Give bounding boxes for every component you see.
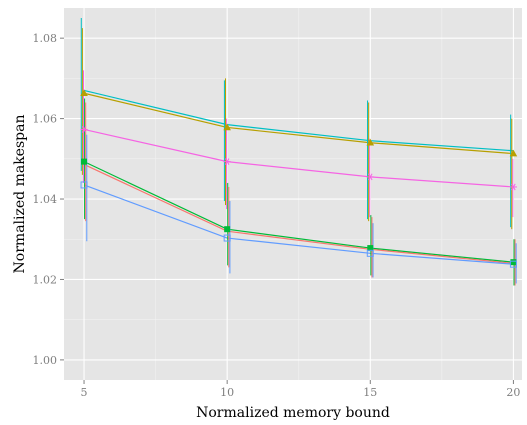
- markers: [80, 89, 518, 268]
- x-tick-label: 10: [220, 386, 234, 399]
- series-line: [83, 184, 514, 265]
- data-point: [81, 158, 88, 165]
- data-point: [366, 173, 374, 181]
- y-tick-label: 1.00: [33, 354, 58, 367]
- data-point: [510, 259, 517, 266]
- data-point-stroke: [511, 183, 516, 191]
- data-point: [509, 149, 518, 157]
- data-point-stroke: [81, 126, 87, 133]
- y-tick-label: 1.02: [33, 273, 58, 286]
- y-tick-label: 1.06: [33, 113, 58, 126]
- series-line: [83, 92, 514, 155]
- data-point: [80, 181, 88, 189]
- series-line: [83, 163, 514, 264]
- x-tick-label: 5: [81, 386, 88, 399]
- x-ticks: 5 10 15 20: [81, 380, 520, 399]
- data-point: [366, 249, 374, 257]
- x-axis-title: Normalized memory bound: [196, 405, 390, 421]
- data-point-stroke: [368, 173, 373, 181]
- x-tick-label: 15: [363, 386, 377, 399]
- series-line: [83, 128, 514, 188]
- data-point: [367, 245, 374, 252]
- series-line: [83, 161, 514, 263]
- data-point: [366, 138, 375, 146]
- x-tick-label: 20: [506, 386, 520, 399]
- data-point: [223, 123, 231, 131]
- series-line: [83, 89, 514, 152]
- data-point: [80, 126, 88, 133]
- series-lines: [83, 89, 514, 265]
- grid: [64, 8, 522, 380]
- y-tick-label: 1.04: [33, 193, 58, 206]
- y-axis-title: Normalized makespan: [12, 115, 28, 274]
- data-point: [223, 234, 231, 242]
- data-point: [223, 158, 231, 165]
- data-point: [509, 183, 518, 191]
- data-point-stroke: [224, 158, 230, 165]
- data-point: [80, 89, 88, 97]
- plot-panel: [64, 8, 522, 380]
- y-ticks: 1.00 1.02 1.04 1.06 1.08: [33, 32, 64, 367]
- data-point: [509, 260, 517, 268]
- data-point: [224, 226, 231, 233]
- y-tick-label: 1.08: [33, 32, 58, 45]
